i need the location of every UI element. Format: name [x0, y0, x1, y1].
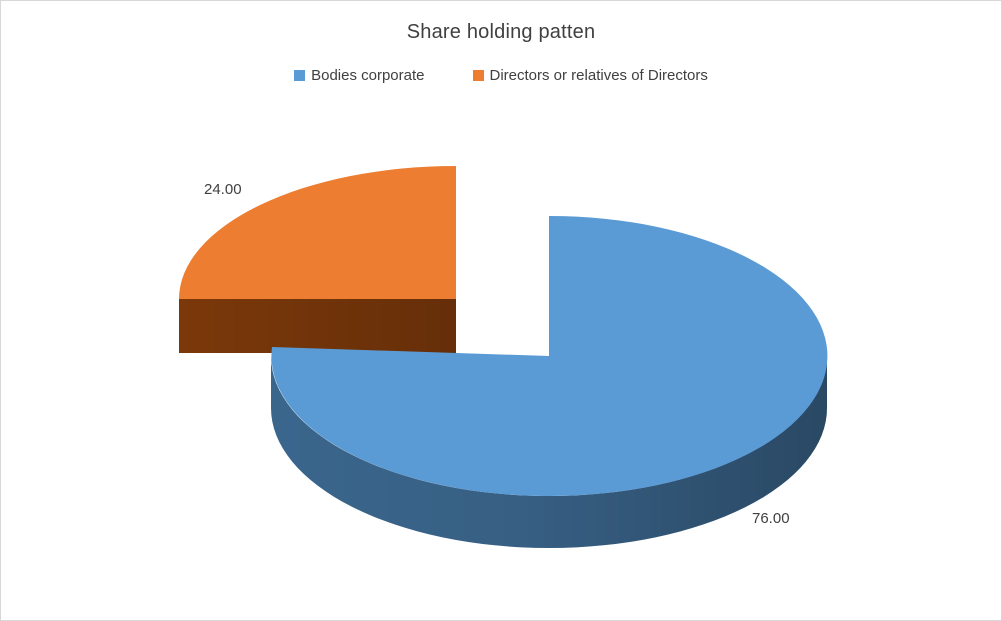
legend-item-directors: Directors or relatives of Directors [472, 67, 708, 84]
data-label-bodies-corporate: 76.00 [752, 510, 790, 527]
legend-swatch-directors-icon [472, 70, 484, 81]
chart-title: Share holding patten [406, 21, 596, 43]
legend: Bodies corporate Directors or relatives … [1, 67, 1001, 84]
pie-slice-top-directors [179, 166, 456, 299]
legend-label-bodies-corporate: Bodies corporate [311, 67, 425, 84]
legend-swatch-bodies-corporate-icon [294, 70, 306, 81]
data-label-directors: 24.00 [204, 181, 242, 198]
legend-item-bodies-corporate: Bodies corporate [294, 67, 425, 84]
legend-label-directors: Directors or relatives of Directors [489, 67, 708, 84]
pie-slice-top-bodies-corporate [271, 215, 828, 496]
pie-slice-side-directors-shade [179, 299, 456, 353]
pie-slice-side-bodies-corporate-shade [271, 356, 827, 548]
